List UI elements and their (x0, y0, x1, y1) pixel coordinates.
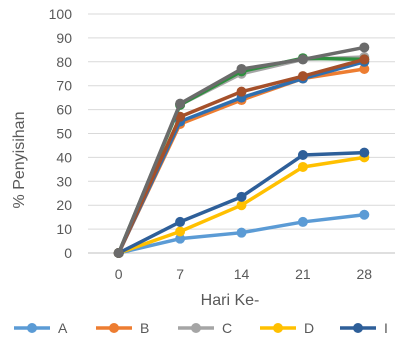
legend-swatch-marker (191, 323, 201, 333)
legend-label: I (384, 320, 388, 336)
legend-label: A (58, 320, 68, 336)
data-point (175, 98, 186, 109)
legend-item-B: B (96, 320, 149, 336)
y-tick-label: 70 (56, 78, 72, 94)
data-point (297, 216, 308, 227)
y-tick-label: 20 (56, 197, 72, 213)
data-point (359, 147, 370, 158)
data-point (236, 200, 247, 211)
data-point (359, 209, 370, 220)
y-tick-label: 30 (56, 173, 72, 189)
legend-swatch-marker (109, 323, 119, 333)
data-point (236, 86, 247, 97)
legend-swatch-marker (273, 323, 283, 333)
legend-swatch-marker (27, 323, 37, 333)
y-axis-title: % Penyisihan (11, 112, 28, 209)
data-point (175, 216, 186, 227)
x-tick-label: 7 (176, 266, 184, 282)
y-tick-label: 0 (64, 245, 72, 261)
series-A (113, 209, 370, 258)
y-axis-ticks: 0 10 20 30 40 50 60 70 80 90 100 (49, 6, 73, 261)
x-tick-label: 14 (234, 266, 250, 282)
series-lines (113, 42, 370, 258)
y-tick-label: 10 (56, 221, 72, 237)
x-tick-label: 0 (115, 266, 123, 282)
data-point (297, 161, 308, 172)
data-point (297, 54, 308, 65)
data-point (113, 248, 124, 258)
data-point (236, 227, 247, 238)
series-extra-7 (113, 54, 370, 258)
y-tick-label: 60 (56, 102, 72, 118)
x-tick-label: 21 (295, 266, 311, 282)
x-axis-title: Hari Ke- (201, 292, 260, 309)
data-point (359, 42, 370, 53)
legend-item-A: A (14, 320, 68, 336)
legend-item-I: I (340, 320, 388, 336)
data-point (297, 71, 308, 82)
data-point (175, 233, 186, 244)
legend-label: B (140, 320, 149, 336)
data-point (359, 63, 370, 74)
legend-item-C: C (178, 320, 232, 336)
data-point (236, 191, 247, 202)
y-tick-label: 100 (49, 6, 73, 22)
y-tick-label: 50 (56, 126, 72, 142)
y-tick-label: 90 (56, 30, 72, 46)
y-tick-label: 40 (56, 149, 72, 165)
y-tick-label: 80 (56, 54, 72, 70)
data-point (236, 63, 247, 74)
legend-label: C (222, 320, 232, 336)
series-extra-8 (113, 42, 370, 258)
x-axis-ticks: 0 7 14 21 28 (115, 266, 372, 282)
x-tick-label: 28 (357, 266, 373, 282)
legend-item-D: D (260, 320, 314, 336)
data-point (359, 54, 370, 65)
data-point (175, 226, 186, 237)
legend-swatch-marker (353, 323, 363, 333)
legend-label: D (304, 320, 314, 336)
data-point (297, 150, 308, 161)
